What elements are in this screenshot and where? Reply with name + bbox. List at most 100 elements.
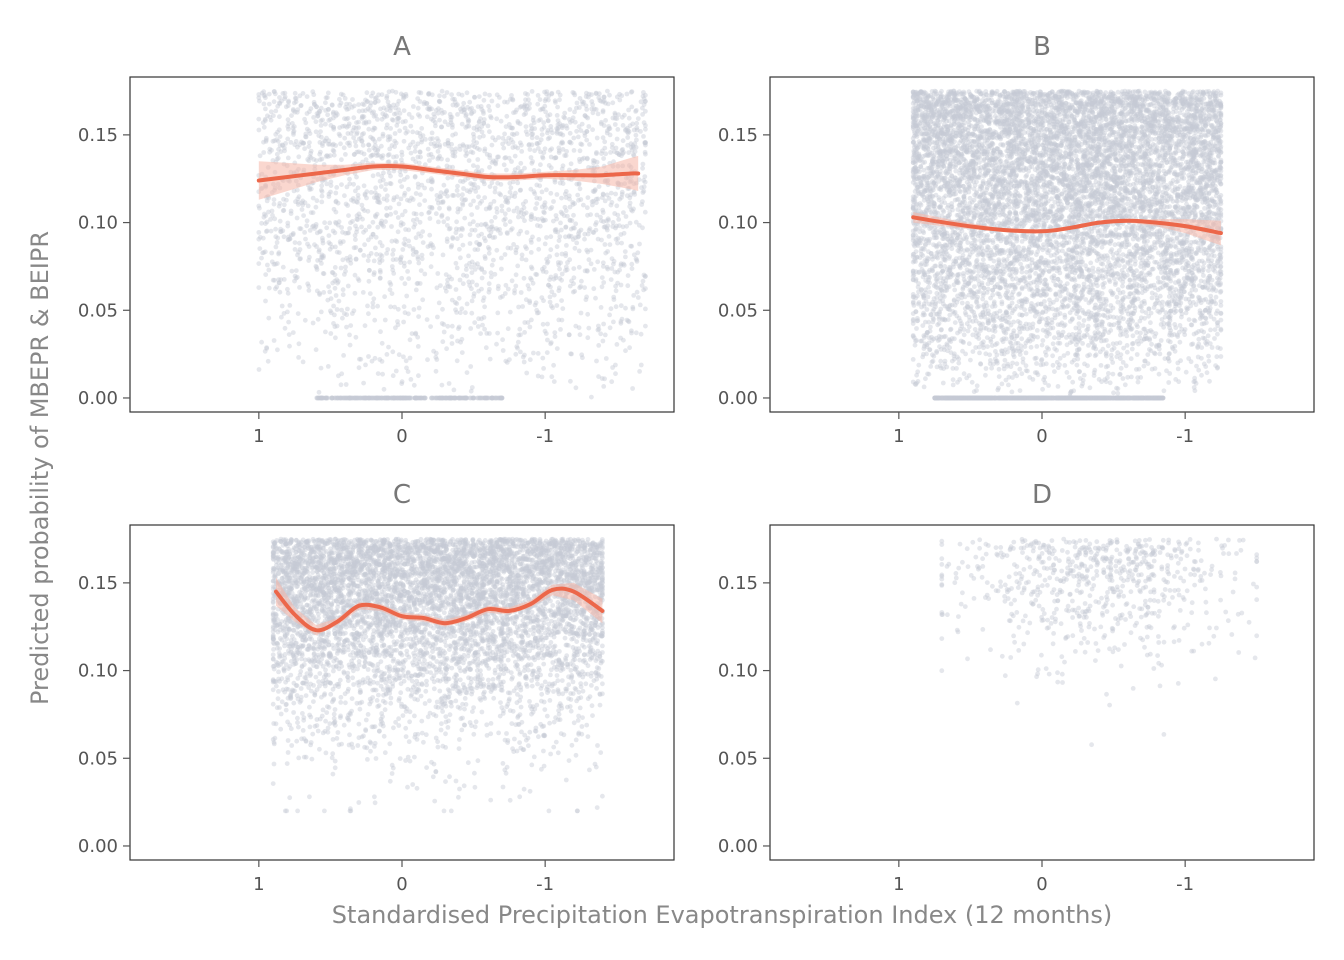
data-point bbox=[482, 254, 488, 259]
data-point bbox=[471, 163, 476, 169]
data-point bbox=[508, 185, 514, 191]
data-point bbox=[286, 126, 291, 132]
data-point bbox=[386, 344, 391, 350]
data-point bbox=[286, 98, 291, 104]
data-point bbox=[329, 102, 335, 108]
data-point bbox=[406, 395, 411, 401]
data-point bbox=[604, 130, 610, 136]
data-point bbox=[487, 233, 493, 239]
data-point bbox=[357, 356, 362, 362]
data-point bbox=[581, 155, 587, 161]
data-point bbox=[632, 149, 638, 155]
data-point bbox=[429, 130, 435, 136]
data-point bbox=[532, 126, 538, 131]
data-point bbox=[526, 286, 532, 292]
data-point bbox=[469, 310, 475, 316]
data-point bbox=[609, 200, 615, 205]
data-point bbox=[256, 95, 262, 101]
data-point bbox=[291, 130, 296, 135]
data-point bbox=[571, 135, 577, 141]
data-point bbox=[481, 97, 487, 103]
data-point bbox=[262, 93, 268, 98]
data-point bbox=[374, 395, 380, 401]
data-point bbox=[488, 274, 494, 280]
data-point bbox=[397, 111, 403, 116]
data-point bbox=[513, 283, 519, 289]
data-point bbox=[450, 235, 456, 240]
data-point bbox=[345, 131, 351, 136]
data-point bbox=[317, 292, 322, 297]
data-point bbox=[554, 303, 560, 308]
data-point bbox=[369, 110, 375, 116]
data-point bbox=[317, 229, 322, 235]
data-point bbox=[268, 109, 274, 115]
data-point bbox=[624, 91, 630, 97]
data-point bbox=[438, 194, 444, 200]
data-point bbox=[345, 283, 351, 289]
data-point bbox=[378, 184, 384, 189]
data-point bbox=[1004, 100, 1010, 106]
data-point bbox=[584, 268, 590, 273]
data-point bbox=[622, 249, 628, 255]
data-point bbox=[264, 345, 269, 350]
data-point bbox=[618, 261, 624, 267]
data-point bbox=[439, 395, 445, 401]
data-point bbox=[446, 395, 451, 401]
data-point bbox=[320, 238, 326, 243]
data-point bbox=[488, 270, 494, 276]
data-point bbox=[563, 189, 569, 194]
data-point bbox=[641, 272, 647, 278]
data-point bbox=[519, 256, 525, 262]
data-point bbox=[444, 188, 450, 194]
data-point bbox=[366, 278, 372, 284]
data-point bbox=[301, 140, 307, 146]
data-point bbox=[278, 277, 284, 282]
data-point bbox=[643, 123, 648, 128]
data-point bbox=[403, 395, 409, 401]
data-point bbox=[371, 270, 377, 275]
data-point bbox=[1059, 124, 1064, 130]
data-point bbox=[431, 395, 436, 401]
data-point bbox=[384, 395, 390, 401]
data-point bbox=[510, 145, 516, 150]
data-point bbox=[415, 105, 421, 111]
data-point bbox=[334, 112, 340, 117]
data-point bbox=[349, 104, 355, 110]
smooth-trend-line bbox=[256, 164, 641, 183]
data-point bbox=[596, 343, 602, 348]
data-point bbox=[468, 181, 474, 187]
data-point bbox=[304, 223, 310, 229]
data-point bbox=[640, 161, 646, 167]
data-point bbox=[568, 140, 574, 146]
data-point bbox=[453, 307, 458, 313]
data-point bbox=[999, 381, 1005, 387]
data-point bbox=[639, 283, 645, 288]
data-point bbox=[505, 326, 511, 332]
data-point bbox=[394, 395, 399, 401]
data-point bbox=[345, 258, 351, 263]
data-point bbox=[582, 113, 588, 118]
data-point bbox=[277, 143, 283, 149]
data-point bbox=[514, 205, 520, 211]
data-point bbox=[494, 226, 499, 232]
data-point bbox=[600, 108, 606, 113]
data-point bbox=[477, 395, 482, 401]
data-point bbox=[432, 143, 438, 149]
data-point bbox=[403, 395, 409, 401]
data-point bbox=[422, 99, 427, 105]
data-point bbox=[324, 153, 330, 158]
data-point bbox=[384, 197, 390, 203]
data-point bbox=[342, 395, 348, 401]
data-point bbox=[468, 264, 474, 270]
data-point bbox=[366, 224, 372, 230]
data-point bbox=[330, 280, 336, 286]
data-point bbox=[590, 110, 596, 116]
data-point bbox=[475, 395, 480, 401]
data-point bbox=[614, 94, 620, 100]
data-point bbox=[492, 137, 498, 143]
data-point bbox=[293, 96, 299, 101]
data-point bbox=[471, 294, 477, 299]
data-point bbox=[505, 99, 510, 105]
data-point bbox=[449, 395, 455, 401]
data-point bbox=[543, 269, 549, 275]
